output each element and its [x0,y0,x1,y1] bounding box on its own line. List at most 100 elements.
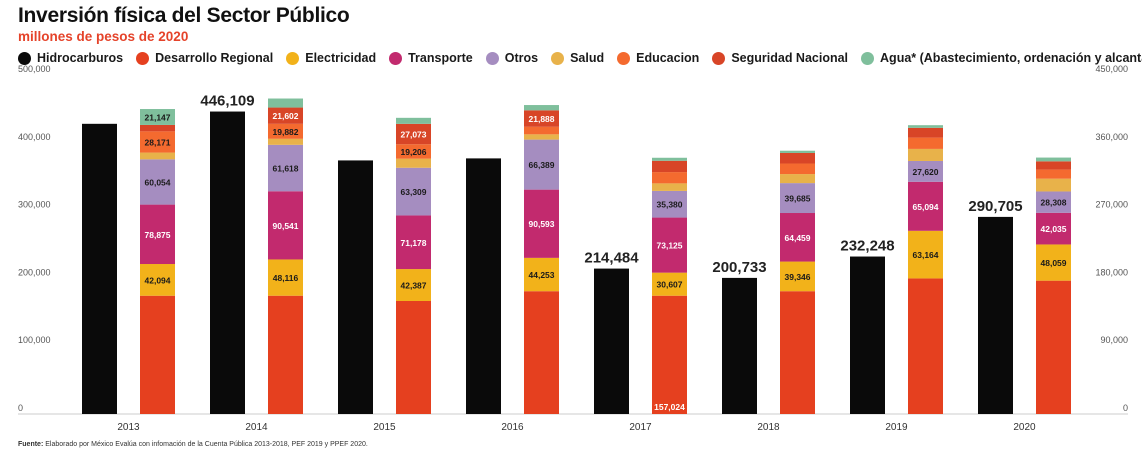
hidrocarburos-value-label: 200,733 [712,259,766,276]
seguridad-nacional-value-label: 27,073 [401,130,427,140]
bar-hidrocarburos-2017 [594,268,629,414]
bar-educacion-2018 [780,163,815,175]
legend-item-electricidad: Electricidad [286,51,376,65]
hidrocarburos-value-label: 290,705 [968,198,1022,215]
otros-value-label: 39,685 [785,194,811,204]
hidrocarburos-value-label: 446,109 [200,93,254,110]
x-tick-label: 2018 [757,422,780,433]
bar-seguridad-nacional-2016 [524,110,559,127]
electricidad-value-label: 63,164 [913,250,939,260]
hidrocarburos-value-label: 232,248 [840,238,894,255]
transporte-value-label: 71,178 [401,238,427,248]
electricidad-value-label: 30,607 [657,280,683,290]
bar-otros-2015 [396,167,431,216]
right-axis-tick-label: 90,000 [1100,335,1128,345]
bar-seguridad-nacional-2018 [780,152,815,164]
x-tick-label: 2017 [629,422,652,433]
electricidad-value-label: 44,253 [529,270,555,280]
bar-salud-2013 [140,152,175,160]
bar-hidrocarburos-2013 [82,123,117,414]
bar-seguridad-nacional-2015 [396,123,431,145]
x-tick-label: 2016 [501,422,524,433]
source-label: Fuente: [18,441,44,448]
left-axis-tick-label: 100,000 [18,335,51,345]
legend-swatch [286,51,300,65]
legend-swatch [136,51,150,65]
bar-educacion-2019 [908,137,943,149]
legend-label: Agua* (Abastecimiento, ordenación y alca… [880,51,1142,65]
educacion-value-label: 28,171 [145,137,171,147]
legend-item-agua: Agua* (Abastecimiento, ordenación y alca… [861,51,1142,65]
bar-agua-2019 [908,125,943,128]
transporte-value-label: 78,875 [145,230,171,240]
bar-educacion-2015 [396,144,431,159]
left-axis-tick-label: 400,000 [18,132,51,142]
bar-agua-2015 [396,117,431,124]
bar-otros-2014 [268,144,303,192]
bar-agua-2013 [140,109,175,125]
bar-otros-2020 [1036,191,1071,213]
left-axis-tick-label: 0 [18,403,23,413]
bar-transporte-2015 [396,215,431,270]
left-axis-tick-label: 300,000 [18,200,51,210]
x-tick-label: 2019 [885,422,908,433]
legend-swatch [389,51,403,65]
source-text: Elaborado por México Evalúa con infomaci… [45,441,368,448]
legend-swatch [712,51,726,65]
bar-otros-2016 [524,139,559,190]
electricidad-value-label: 42,094 [145,275,171,285]
right-axis-tick-label: 450,000 [1095,64,1128,74]
educacion-value-label: 19,882 [273,127,299,137]
legend-label: Transporte [408,51,473,65]
seguridad-nacional-value-label: 21,888 [529,114,555,124]
bar-transporte-2019 [908,181,943,231]
bar-otros-2013 [140,159,175,205]
bar-transporte-2016 [524,189,559,258]
right-axis-tick-label: 270,000 [1095,200,1128,210]
chart-title: Inversión física del Sector Público [18,4,350,27]
bar-electricidad-2019 [908,230,943,279]
bar-desarrollo-regional-2017 [652,295,687,414]
bar-hidrocarburos-2020 [978,216,1013,414]
legend-label: Otros [504,51,539,65]
legend-label: Electricidad [305,51,377,65]
electricidad-value-label: 48,059 [1041,258,1067,268]
otros-value-label: 61,618 [273,164,299,174]
bar-desarrollo-regional-2016 [524,291,559,414]
bar-transporte-2018 [780,213,815,262]
otros-value-label: 27,620 [913,167,939,177]
bar-hidrocarburos-2015 [338,160,373,414]
bar-seguridad-nacional-2017 [652,160,687,173]
legend-label: Salud [570,51,605,65]
bar-agua-2020 [1036,157,1071,162]
electricidad-value-label: 48,116 [273,273,299,283]
transporte-value-label: 73,125 [657,241,683,251]
bar-otros-2018 [780,183,815,214]
bar-salud-2020 [1036,178,1071,192]
bar-educacion-2013 [140,131,175,153]
transporte-value-label: 65,094 [913,202,939,212]
left-axis-tick-label: 200,000 [18,267,51,277]
legend-label: Hidrocarburos [37,51,124,65]
bar-transporte-2017 [652,217,687,273]
otros-value-label: 35,380 [657,200,683,210]
legend-item-otros: Otros [485,51,539,65]
legend-item-hidrocarburos: Hidrocarburos [18,51,123,65]
x-tick-label: 2020 [1013,422,1036,433]
bar-desarrollo-regional-2019 [908,278,943,414]
legend-swatch [617,51,631,65]
bar-electricidad-2017 [652,272,687,296]
legend-swatch [18,51,31,65]
bar-transporte-2020 [1036,212,1071,245]
bar-electricidad-2020 [1036,244,1071,281]
bar-salud-2019 [908,148,943,161]
bar-electricidad-2018 [780,261,815,292]
legend-item-desarrollo-regional: Desarrollo Regional [136,51,273,65]
transporte-value-label: 42,035 [1041,224,1067,234]
bar-salud-2015 [396,158,431,168]
bar-hidrocarburos-2018 [722,277,757,414]
bar-educacion-2017 [652,172,687,184]
bar-otros-2017 [652,190,687,218]
otros-value-label: 63,309 [401,187,427,197]
source-note: Fuente: Elaborado por México Evalúa con … [18,441,368,448]
